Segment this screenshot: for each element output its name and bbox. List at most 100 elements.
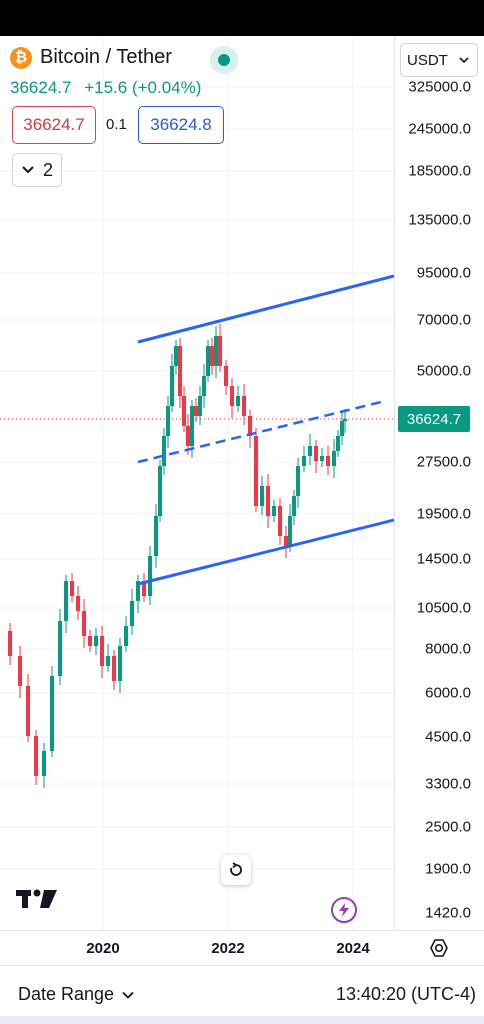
candle-body [260, 486, 264, 506]
candles [8, 324, 347, 788]
price-tick: 4500.0 [425, 728, 471, 746]
candle-body [343, 419, 347, 421]
bottom-bar: Date Range 13:40:20 (UTC-4) [0, 966, 484, 1024]
candle-body [326, 456, 330, 466]
candle-body [214, 336, 218, 366]
indicators-toggle[interactable]: 2 [12, 153, 62, 187]
candle-body [206, 346, 210, 376]
candle-body [178, 346, 182, 396]
candle-body [340, 421, 344, 436]
sell-button[interactable]: 36624.7 [12, 106, 96, 144]
candle-body [186, 426, 190, 446]
price-tick: 70000.0 [416, 311, 471, 329]
symbol-header[interactable]: ₿ Bitcoin / Tether [10, 46, 172, 69]
candle-body [64, 581, 68, 621]
gear-icon[interactable] [428, 937, 450, 959]
candle-body [142, 581, 146, 596]
live-dot-icon [210, 46, 238, 74]
candle-body [272, 506, 276, 516]
candle-body [182, 396, 186, 426]
clock[interactable]: 13:40:20 (UTC-4) [335, 984, 476, 1004]
buy-button[interactable]: 36624.8 [138, 106, 224, 144]
date-range-label: Date Range [18, 984, 115, 1004]
candle-body [254, 436, 258, 506]
price-tick: 8000.0 [425, 640, 471, 658]
candle-body [130, 601, 134, 626]
reset-chart-button[interactable] [221, 855, 251, 885]
candle-body [154, 516, 158, 556]
current-price-tag: 36624.7 [398, 406, 470, 432]
candle-body [174, 346, 178, 366]
time-axis[interactable]: 2020 2022 2024 [0, 930, 484, 966]
price-tick: 1420.0 [425, 904, 471, 922]
candle-body [82, 611, 86, 636]
candle-body [136, 581, 140, 601]
chevron-down-icon [22, 166, 34, 174]
candle-body [194, 406, 198, 416]
price-tick: 245000.0 [408, 120, 471, 138]
candle-body [8, 631, 12, 656]
candle-body [148, 556, 152, 596]
price-axis[interactable]: 325000.0 245000.0 185000.0 135000.0 9500… [394, 36, 484, 930]
candle-body [332, 451, 336, 466]
change-value: +15.6 (+0.04%) [84, 78, 202, 97]
candle-body [336, 436, 340, 451]
candle-body [190, 406, 194, 446]
candle-body [242, 396, 246, 416]
price-tick: 50000.0 [416, 362, 471, 380]
upper-channel-line[interactable] [137, 274, 394, 344]
price-tick: 14500.0 [416, 550, 471, 568]
system-nav-bar [0, 1016, 484, 1024]
price-tick: 135000.0 [408, 211, 471, 229]
currency-select[interactable]: USDT [400, 43, 478, 77]
spread-value: 0.1 [106, 116, 127, 133]
time-tick: 2022 [211, 940, 245, 957]
price-chart[interactable] [0, 36, 394, 930]
middle-channel-line[interactable] [137, 399, 386, 464]
candle-body [124, 626, 128, 646]
candle-body [170, 366, 174, 406]
chevron-down-icon [459, 57, 469, 64]
candle-body [162, 436, 166, 466]
price-change: 36624.7 +15.6 (+0.04%) [10, 78, 201, 98]
last-price: 36624.7 [10, 78, 72, 97]
candle-body [296, 466, 300, 496]
reset-icon [230, 862, 242, 876]
candle-body [26, 686, 30, 736]
price-tick: 325000.0 [408, 78, 471, 96]
price-tick: 95000.0 [416, 264, 471, 282]
candle-body [42, 751, 46, 776]
candle-body [112, 656, 116, 681]
price-tick: 2500.0 [425, 818, 471, 836]
chevron-down-icon [122, 991, 134, 999]
candle-body [76, 596, 80, 611]
price-tick: 10500.0 [416, 599, 471, 617]
time-tick: 2024 [336, 940, 370, 957]
candle-body [288, 516, 292, 546]
candle-body [202, 376, 206, 396]
candle-body [320, 456, 324, 461]
price-tick: 6000.0 [425, 684, 471, 702]
currency-label: USDT [407, 51, 448, 69]
tradingview-logo[interactable] [16, 888, 58, 915]
candle-body [224, 366, 228, 386]
candle-body [308, 446, 312, 456]
candle-body [218, 336, 222, 366]
candle-body [278, 506, 282, 536]
candle-body [94, 636, 98, 646]
price-tick: 27500.0 [416, 453, 471, 471]
bitcoin-icon: ₿ [10, 46, 32, 69]
candle-body [88, 636, 92, 646]
symbol-title: Bitcoin / Tether [40, 46, 172, 68]
candle-body [58, 621, 62, 676]
candle-body [236, 396, 240, 406]
indicator-count: 2 [42, 159, 53, 180]
candle-body [198, 396, 202, 416]
candle-body [106, 656, 110, 666]
bolt-icon[interactable] [331, 897, 357, 923]
date-range-button[interactable]: Date Range [18, 984, 134, 1005]
status-bar [0, 0, 484, 36]
candle-body [70, 581, 74, 596]
lower-channel-line[interactable] [137, 518, 394, 586]
candle-body [266, 486, 270, 516]
